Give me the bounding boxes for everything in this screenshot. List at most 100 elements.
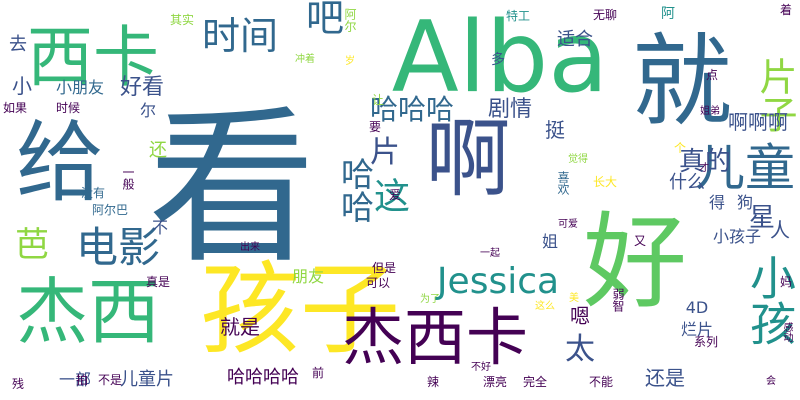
cloud-word: 特工 [505, 9, 531, 23]
cloud-word: Jessica [436, 261, 560, 302]
cloud-word: 儿童片 [120, 369, 174, 390]
cloud-word: 姐 [541, 232, 559, 251]
cloud-word: 挺 [545, 118, 565, 142]
cloud-word: 漂亮 [482, 375, 508, 389]
cloud-word: 真是 [145, 275, 171, 289]
cloud-word: 拍 [75, 373, 89, 387]
cloud-word: 给 [15, 111, 105, 214]
cloud-word: 系列 [693, 335, 719, 349]
cloud-word: 长大 [592, 175, 618, 189]
cloud-word: 辣 [426, 375, 440, 389]
cloud-word: 得 [708, 193, 726, 212]
cloud-word: 就是 [220, 315, 260, 339]
cloud-word: 小朋友 [55, 78, 105, 97]
cloud-word: 时候 [55, 101, 81, 115]
cloud-word: 没有 [80, 186, 106, 200]
cloud-word: 好看 [119, 75, 165, 100]
cloud-word: 着 [779, 3, 793, 17]
cloud-word: 儿童 [695, 139, 795, 197]
cloud-word: 西卡 [27, 19, 159, 96]
cloud-word: 真的 [678, 147, 732, 177]
cloud-word: 杰西 [15, 270, 161, 354]
cloud-word: 岁 [345, 56, 355, 67]
cloud-word: 可以 [365, 276, 391, 290]
cloud-word: 不 [151, 218, 169, 237]
cloud-word: 嗯 [570, 304, 590, 328]
cloud-word: 哈哈哈哈 [227, 367, 299, 388]
cloud-word: 会 [766, 376, 776, 387]
cloud-word: 如果 [2, 101, 28, 115]
cloud-word: 喜欢 [556, 171, 570, 195]
cloud-word: 尔 [139, 101, 157, 120]
cloud-word: 出来 [240, 242, 260, 253]
cloud-word: 无聊 [592, 8, 618, 22]
cloud-word: Alba [391, 1, 609, 115]
cloud-word: 小孩子 [712, 227, 762, 246]
cloud-word: 残 [11, 377, 25, 391]
cloud-word: 好 [582, 201, 688, 323]
cloud-word: 这 [368, 177, 409, 213]
cloud-word: 又 [633, 234, 647, 248]
cloud-word: 适合 [557, 29, 593, 50]
cloud-word: 芭 [15, 225, 49, 265]
cloud-word: 完全 [522, 375, 548, 389]
cloud-word: 才 [699, 163, 709, 174]
cloud-word: 美 [569, 293, 579, 304]
cloud-word: 阿尔巴 [91, 203, 129, 217]
cloud-word: 星 [748, 203, 776, 233]
cloud-word: 吧 [305, 0, 345, 40]
cloud-word: 片子 [753, 57, 797, 133]
cloud-word: 小孩 [743, 254, 797, 346]
cloud-word: 姐弟 [700, 106, 720, 117]
cloud-word: 还 [149, 140, 167, 161]
cloud-word: 阿 [661, 6, 675, 22]
cloud-word: 哈哈 [335, 157, 375, 223]
cloud-word: 啊啊啊 [728, 110, 788, 134]
cloud-word: 朋友 [291, 267, 325, 286]
cloud-word: 妈 [779, 275, 793, 289]
cloud-word: 个 [673, 141, 687, 155]
cloud-word: 电影 [75, 223, 161, 272]
cloud-word: 看 [148, 90, 316, 286]
cloud-word: 多 [491, 52, 505, 68]
cloud-word: 太 [565, 332, 595, 367]
cloud-word: 4D [685, 298, 709, 317]
cloud-word: 觉得 [568, 154, 588, 165]
cloud-word: 阿尔 [343, 8, 357, 32]
cloud-word: 爱 [388, 188, 402, 202]
cloud-word: 前 [311, 366, 325, 380]
cloud-word: 一部 [58, 370, 92, 389]
cloud-word: 不是 [97, 373, 123, 387]
cloud-word: 这么 [535, 301, 555, 312]
cloud-word: 片 [370, 135, 400, 170]
cloud-word: 还是 [645, 366, 685, 390]
cloud-word: 一般 [121, 166, 135, 190]
cloud-word: 狗 [736, 193, 754, 212]
cloud-word: 让 [371, 93, 385, 107]
cloud-word: 弱智 [611, 288, 625, 312]
cloud-word: 但是 [371, 261, 397, 275]
cloud-word: 要 [368, 120, 382, 134]
cloud-word: 感动 [781, 322, 792, 342]
cloud-word: 去 [9, 34, 27, 55]
cloud-word: 一起 [480, 248, 500, 259]
cloud-word: 其实 [169, 13, 195, 27]
cloud-word: 烂片 [680, 320, 714, 339]
cloud-word: 人 [770, 218, 790, 242]
cloud-word: 为了 [420, 294, 440, 305]
cloud-word: 时间 [201, 14, 279, 58]
cloud-word: 冲着 [295, 54, 315, 65]
cloud-word: 可爱 [558, 219, 578, 230]
cloud-word: 啊 [425, 110, 511, 210]
cloud-word: 不好 [471, 362, 491, 373]
cloud-word: 剧情 [487, 97, 533, 122]
cloud-word: 点 [705, 68, 719, 82]
cloud-word: 杰西卡 [341, 301, 529, 374]
cloud-word: 哈哈哈 [369, 93, 455, 126]
cloud-word: 孩子 [200, 251, 400, 368]
cloud-word: 不能 [588, 375, 614, 389]
cloud-word: 就 [632, 23, 732, 140]
cloud-word: 什么 [669, 172, 705, 193]
cloud-word: 小 [12, 74, 32, 98]
